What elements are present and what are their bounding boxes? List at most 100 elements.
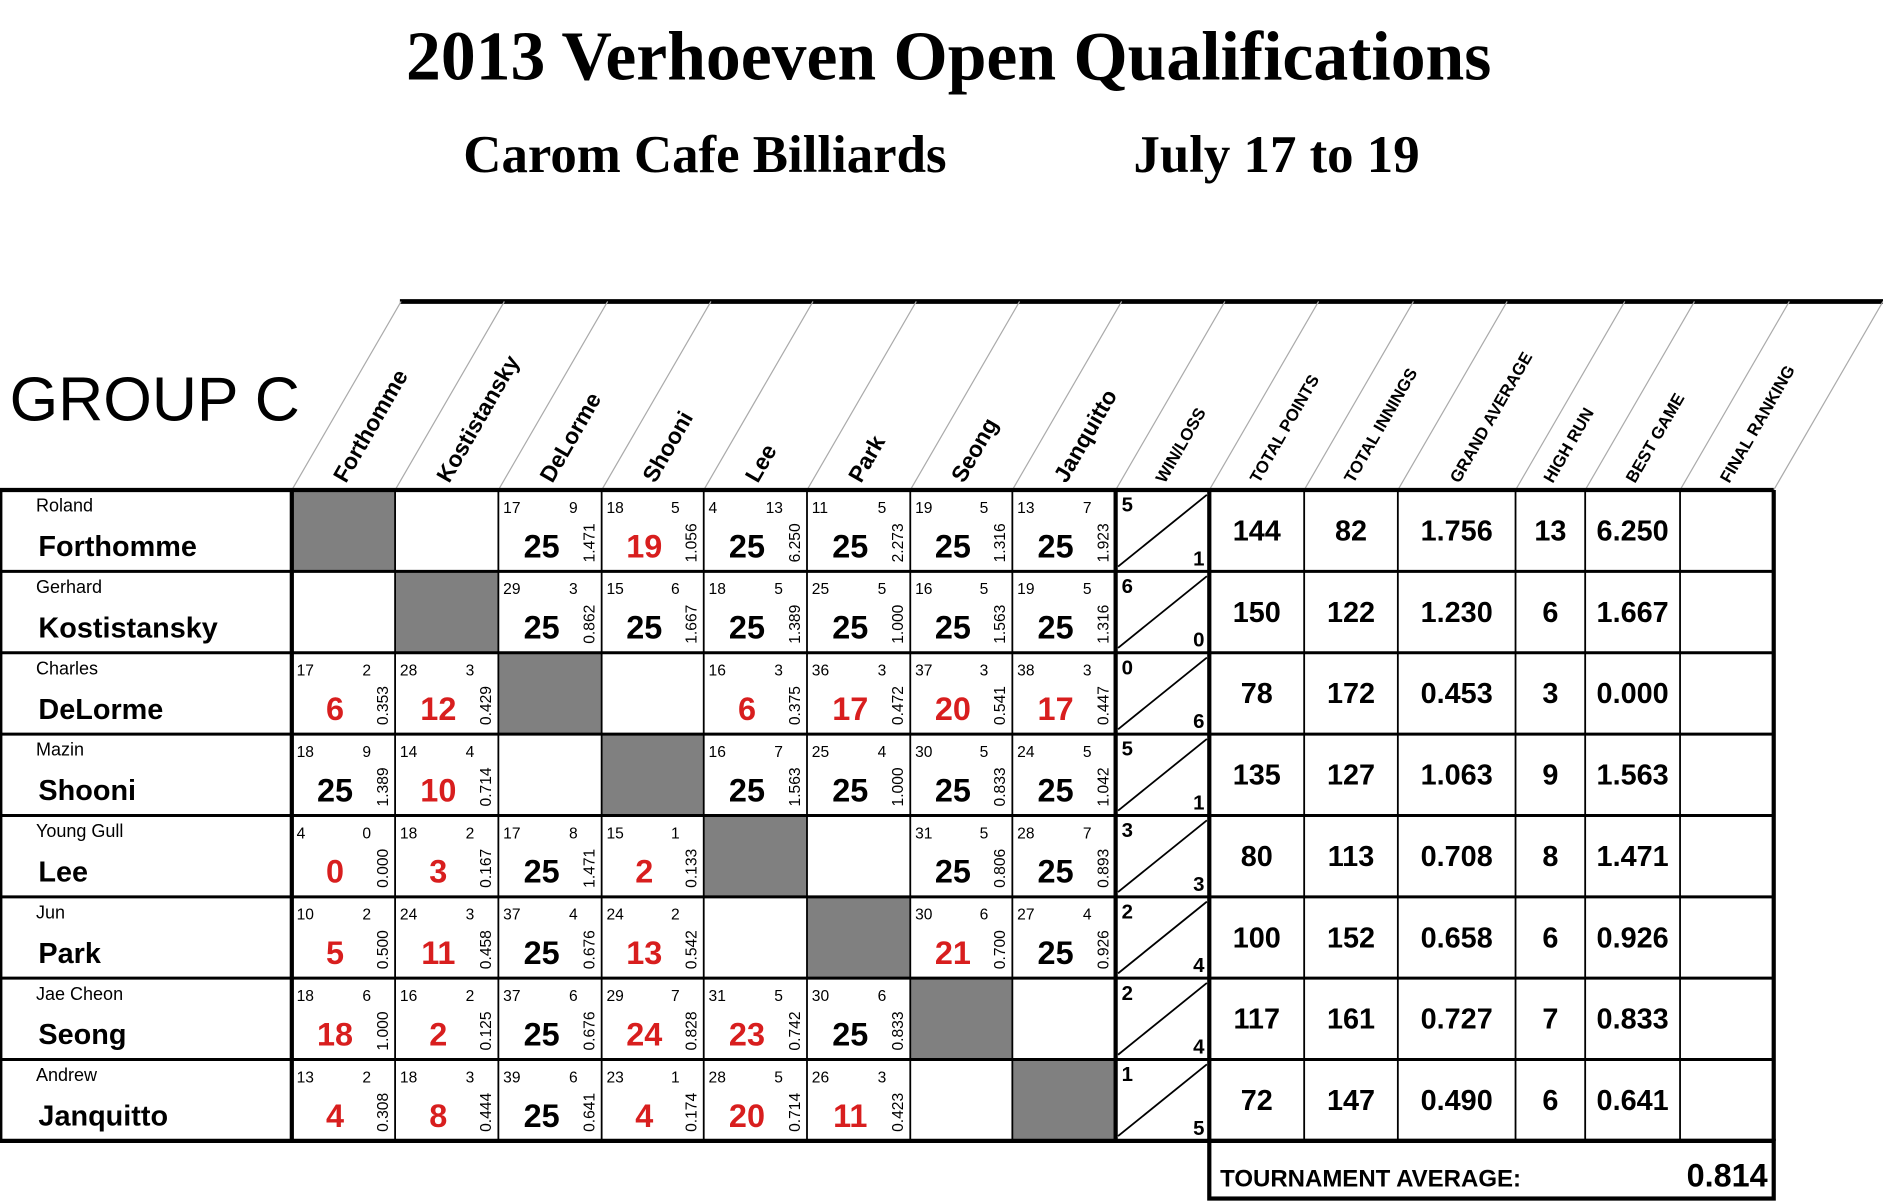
high-run: 4 — [466, 744, 475, 761]
game-average: 1.316 — [1095, 605, 1112, 644]
header-slant — [1773, 301, 1883, 491]
stat-total-innings: 122 — [1327, 597, 1375, 629]
stat-high-run: 9 — [1542, 760, 1558, 792]
innings: 18 — [400, 1069, 417, 1086]
score: 17 — [1038, 691, 1074, 727]
score: 2 — [429, 1016, 447, 1052]
game-average: 0.125 — [478, 1011, 495, 1050]
score: 25 — [524, 1098, 560, 1134]
game-average: 1.056 — [684, 523, 701, 562]
innings: 17 — [503, 500, 520, 517]
stat-grand-average: 1.230 — [1421, 597, 1493, 629]
last-name: Seong — [38, 1019, 126, 1051]
high-run: 6 — [569, 988, 578, 1005]
losses: 0 — [1193, 630, 1204, 652]
title: 2013 Verhoeven Open Qualifications — [406, 18, 1491, 95]
game-average: 0.714 — [787, 1093, 804, 1132]
column-header: BEST GAME — [1622, 390, 1688, 486]
high-run: 3 — [1083, 663, 1092, 680]
first-name: Roland — [36, 496, 93, 516]
innings: 25 — [812, 581, 830, 598]
score: 25 — [1038, 854, 1074, 890]
game-average: 1.389 — [787, 605, 804, 644]
diagonal-cell — [703, 815, 807, 897]
last-name: Forthomme — [38, 531, 196, 563]
header-slant — [1584, 301, 1695, 491]
high-run: 0 — [362, 825, 371, 842]
game-average: 0.833 — [992, 767, 1009, 806]
game-average: 1.000 — [375, 1011, 392, 1050]
score: 11 — [421, 935, 455, 971]
high-run: 6 — [980, 907, 989, 924]
win-loss-slash — [1117, 982, 1208, 1056]
innings: 37 — [503, 907, 520, 924]
high-run: 4 — [1083, 907, 1092, 924]
game-average: 2.273 — [890, 523, 907, 562]
innings: 25 — [812, 744, 830, 761]
score: 24 — [626, 1016, 662, 1052]
high-run: 13 — [766, 500, 783, 517]
diagonal-cell — [291, 490, 396, 572]
innings: 24 — [400, 907, 418, 924]
innings: 24 — [606, 907, 624, 924]
score: 11 — [833, 1098, 867, 1134]
column-header: TOTAL INNINGS — [1340, 365, 1421, 486]
score: 25 — [524, 854, 560, 890]
game-average: 0.541 — [992, 686, 1009, 725]
game-average: 0.000 — [375, 848, 392, 887]
stat-high-run: 7 — [1542, 1004, 1558, 1036]
stat-best-game: 6.250 — [1597, 515, 1669, 547]
stat-total-points: 117 — [1233, 1004, 1279, 1036]
high-run: 2 — [671, 907, 680, 924]
score: 25 — [729, 610, 765, 646]
stat-grand-average: 0.453 — [1421, 678, 1493, 710]
diagonal-cell — [910, 978, 1013, 1060]
score: 17 — [832, 691, 868, 727]
column-header: TOTAL POINTS — [1246, 371, 1323, 486]
score: 20 — [935, 691, 971, 727]
last-name: Kostistansky — [38, 612, 217, 644]
win-loss-slash — [1117, 900, 1208, 975]
column-header: Seong — [946, 413, 1003, 486]
column-header: WIN/LOSS — [1152, 405, 1210, 486]
score: 25 — [935, 772, 971, 808]
stat-total-innings: 152 — [1327, 922, 1375, 954]
game-average: 0.700 — [992, 930, 1009, 969]
high-run: 5 — [980, 825, 989, 842]
game-average: 0.893 — [1095, 849, 1112, 888]
high-run: 6 — [362, 988, 371, 1005]
innings: 29 — [606, 988, 623, 1005]
innings: 18 — [606, 500, 623, 517]
score: 25 — [1038, 610, 1074, 646]
innings: 30 — [915, 744, 933, 761]
stat-high-run: 13 — [1534, 515, 1566, 547]
last-name: Park — [38, 938, 101, 970]
column-header: HIGH RUN — [1540, 405, 1598, 486]
high-run: 6 — [569, 1069, 578, 1086]
win-loss-slash — [1117, 494, 1208, 568]
high-run: 5 — [878, 500, 887, 517]
innings: 26 — [812, 1069, 829, 1086]
venue: Carom Cafe Billiards — [463, 126, 946, 184]
stat-high-run: 3 — [1542, 678, 1558, 710]
game-average: 0.167 — [478, 849, 495, 888]
stat-total-points: 135 — [1233, 760, 1281, 792]
high-run: 5 — [980, 581, 989, 598]
score: 25 — [524, 1016, 560, 1052]
innings: 24 — [1017, 744, 1035, 761]
innings: 18 — [709, 581, 726, 598]
game-average: 0.742 — [787, 1011, 804, 1050]
losses: 3 — [1193, 874, 1204, 896]
score: 25 — [729, 772, 765, 808]
game-average: 1.471 — [581, 849, 598, 888]
high-run: 7 — [1083, 500, 1092, 517]
score: 10 — [420, 772, 456, 808]
game-average: 0.676 — [581, 1011, 598, 1050]
column-header: Forthomme — [328, 365, 413, 487]
score: 21 — [935, 935, 971, 971]
win-loss-slash — [1117, 819, 1208, 893]
innings: 18 — [400, 825, 417, 842]
innings: 28 — [1017, 825, 1034, 842]
innings: 13 — [1017, 500, 1034, 517]
